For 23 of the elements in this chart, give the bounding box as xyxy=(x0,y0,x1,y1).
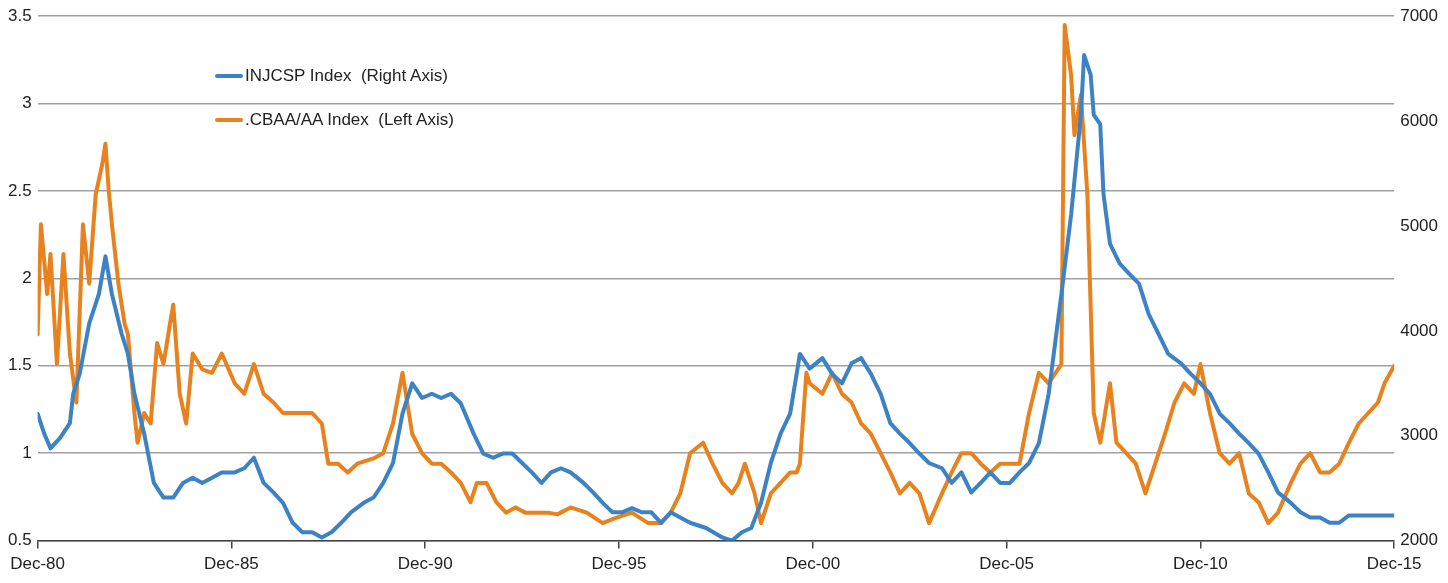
y-tick-label: 2 xyxy=(22,268,32,288)
x-tick-label: Dec-80 xyxy=(10,554,66,574)
legend-label: INJCSP Index (Right Axis) xyxy=(245,65,448,86)
y-tick-label: 3.5 xyxy=(7,5,32,25)
x-tick-label: Dec-15 xyxy=(1366,554,1422,574)
y2-tick-label: 7000 xyxy=(1400,5,1439,25)
y2-tick-label: 6000 xyxy=(1400,110,1439,130)
x-tick-label: Dec-85 xyxy=(204,554,259,574)
x-tick-label: Dec-95 xyxy=(591,554,647,574)
y2-tick-label: 2000 xyxy=(1400,530,1439,550)
y-tick-label: 0.5 xyxy=(7,530,32,550)
legend-label: .CBAA/AA Index (Left Axis) xyxy=(245,109,454,130)
y-tick-label: 3 xyxy=(22,93,32,113)
y-tick-label: 1.5 xyxy=(7,355,32,375)
y2-tick-label: 3000 xyxy=(1400,425,1439,445)
x-tick-label: Dec-00 xyxy=(785,554,841,574)
x-tick-label: Dec-10 xyxy=(1173,554,1228,574)
x-tick-label: Dec-05 xyxy=(979,554,1035,574)
y2-tick-label: 5000 xyxy=(1400,215,1439,235)
x-tick-label: Dec-90 xyxy=(397,554,453,574)
y-tick-label: 1 xyxy=(22,442,32,462)
y-tick-label: 2.5 xyxy=(7,180,32,200)
y2-tick-label: 4000 xyxy=(1400,320,1439,340)
